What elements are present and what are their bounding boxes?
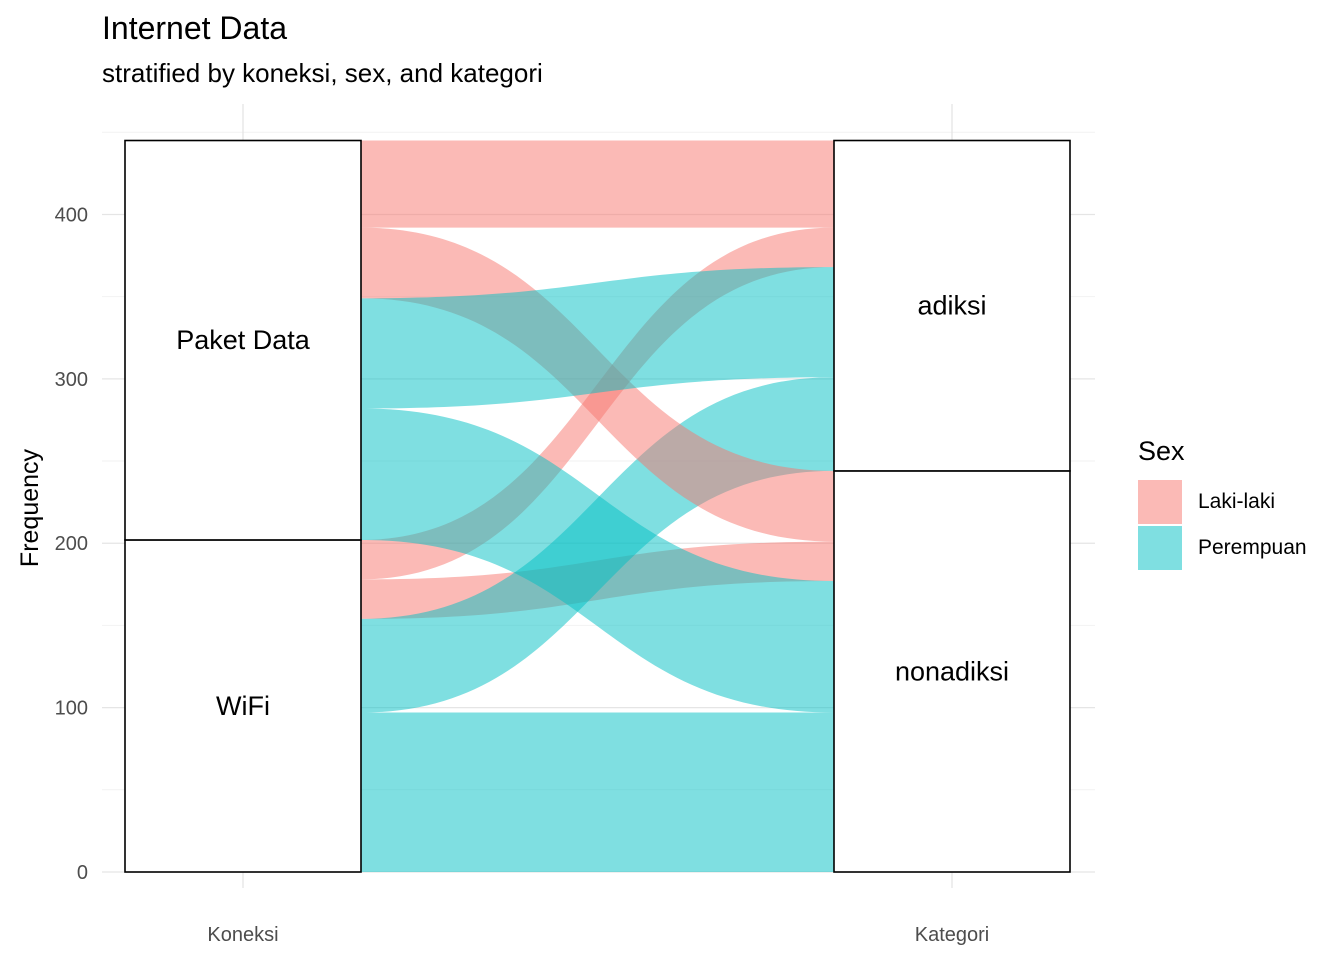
chart-title: Internet Data (102, 10, 287, 46)
chart-subtitle: stratified by koneksi, sex, and kategori (102, 58, 543, 88)
legend-swatch-perempuan (1138, 526, 1182, 570)
stratum-box-nonadiksi (833, 470, 1071, 873)
x-tick-label-kategori: Kategori (915, 924, 990, 946)
stratum-label-paket-data: Paket Data (176, 325, 311, 355)
legend: Sex Laki-laki Perempuan (1138, 436, 1307, 571)
legend-item-laki-laki: Laki-laki (1138, 479, 1307, 525)
flow-wifi-perempuan-nonadiksi (361, 712, 834, 872)
legend-title: Sex (1138, 436, 1185, 466)
y-tick-label-300: 300 (55, 369, 88, 391)
y-tick-label-400: 400 (55, 204, 88, 226)
legend-swatch-laki-laki (1138, 480, 1182, 524)
y-tick-label-200: 200 (55, 533, 88, 555)
flow-paket-data-perempuan-adiksi (361, 267, 834, 409)
stratum-label-adiksi: adiksi (917, 291, 986, 321)
flow-paket-data-laki-laki-adiksi (361, 140, 834, 228)
legend-item-perempuan: Perempuan (1138, 525, 1307, 571)
flow-paket-data-perempuan-nonadiksi (361, 408, 834, 713)
stratum-box-adiksi (833, 139, 1071, 472)
stratum-label-nonadiksi: nonadiksi (895, 656, 1009, 686)
x-tick-label-koneksi: Koneksi (207, 924, 278, 946)
legend-label-laki-laki: Laki-laki (1198, 490, 1276, 513)
y-tick-label-0: 0 (77, 862, 88, 884)
strata-layer: WiFi Paket Data nonadiksi adiksi (124, 139, 1071, 873)
legend-label-perempuan: Perempuan (1198, 536, 1307, 559)
flow-layer (361, 140, 834, 872)
stratum-box-wifi (124, 539, 362, 873)
y-tick-label-100: 100 (55, 698, 88, 720)
stratum-box-paket-data (124, 139, 362, 541)
stratum-label-wifi: WiFi (216, 691, 270, 721)
y-axis-title: Frequency (16, 448, 44, 567)
axis-layer: 0 100 200 300 400 Koneksi Kategori Frequency (16, 204, 989, 946)
